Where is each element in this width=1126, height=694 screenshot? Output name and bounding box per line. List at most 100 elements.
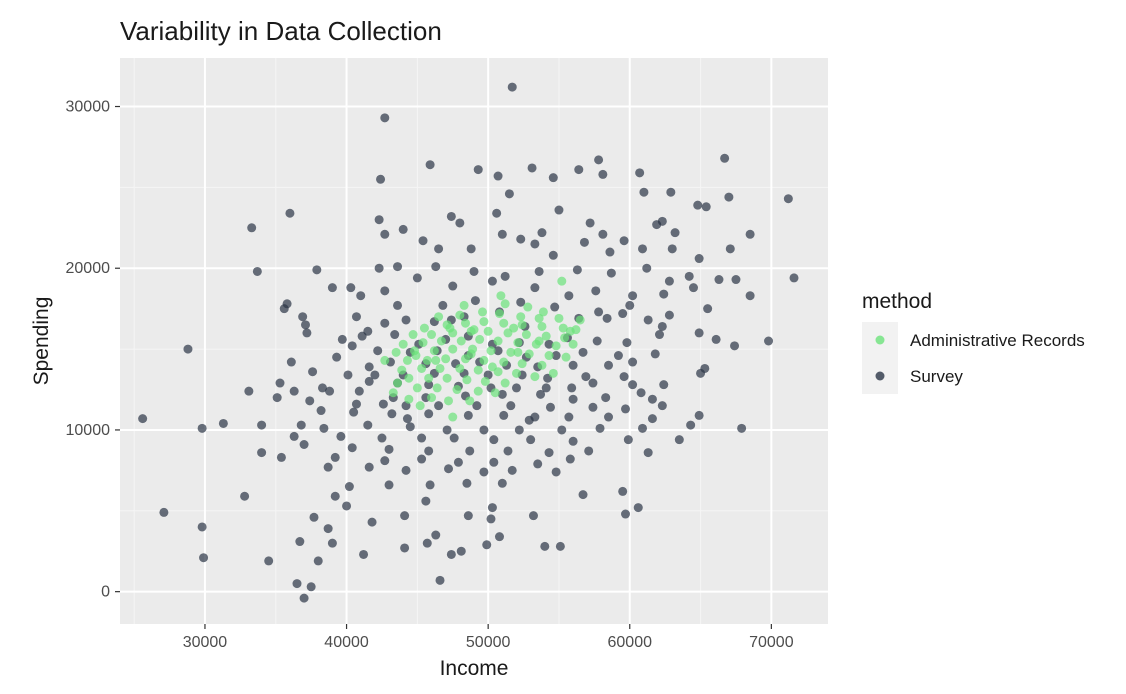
point-survey (295, 537, 305, 547)
point-survey (497, 389, 507, 399)
point-survey (285, 208, 295, 218)
point-survey (479, 467, 489, 477)
point-administrative-records (496, 291, 506, 301)
point-survey (605, 247, 615, 257)
point-survey (544, 339, 554, 349)
point-survey (347, 341, 357, 351)
legend-key-admin (875, 335, 885, 345)
point-survey (568, 394, 578, 404)
point-administrative-records (513, 338, 523, 348)
point-survey (479, 425, 489, 435)
point-survey (316, 406, 326, 416)
point-administrative-records (445, 323, 455, 333)
point-survey (533, 459, 543, 469)
point-survey (298, 312, 308, 322)
point-administrative-records (419, 323, 429, 333)
point-survey (694, 254, 704, 264)
point-administrative-records (434, 312, 444, 322)
point-survey (585, 218, 595, 228)
point-survey (493, 346, 503, 356)
point-survey (347, 443, 357, 453)
point-survey (393, 262, 403, 272)
point-survey (783, 194, 793, 204)
point-survey (312, 265, 322, 275)
point-survey (545, 402, 555, 412)
point-survey (650, 349, 660, 359)
point-survey (384, 444, 394, 454)
x-tick-label: 60000 (608, 634, 653, 651)
point-survey (507, 82, 517, 92)
point-survey (346, 283, 356, 293)
point-administrative-records (466, 349, 476, 359)
point-survey (497, 478, 507, 488)
point-administrative-records (465, 396, 475, 406)
point-survey (635, 168, 645, 178)
point-survey (183, 344, 193, 354)
point-survey (588, 378, 598, 388)
point-survey (579, 237, 589, 247)
point-administrative-records (544, 351, 554, 361)
point-survey (598, 229, 608, 239)
point-survey (343, 370, 353, 380)
point-administrative-records (557, 276, 567, 286)
point-survey (625, 300, 635, 310)
point-survey (621, 404, 631, 414)
point-survey (412, 273, 422, 283)
point-survey (628, 357, 638, 367)
point-survey (400, 543, 410, 553)
point-survey (240, 491, 250, 501)
legend-key-survey (875, 371, 885, 381)
point-survey (581, 372, 591, 382)
data-points (138, 82, 799, 603)
point-survey (424, 380, 434, 390)
point-survey (364, 362, 374, 372)
point-administrative-records (487, 362, 497, 372)
point-administrative-records (530, 372, 540, 382)
point-survey (465, 446, 475, 456)
point-survey (380, 318, 390, 328)
point-survey (487, 503, 497, 513)
point-survey (349, 407, 359, 417)
point-survey (694, 410, 704, 420)
point-administrative-records (499, 357, 509, 367)
point-survey (336, 431, 346, 441)
point-survey (398, 224, 408, 234)
point-survey (555, 541, 565, 551)
point-administrative-records (441, 354, 451, 364)
point-survey (138, 414, 148, 424)
point-survey (638, 423, 648, 433)
point-administrative-records (427, 393, 437, 403)
point-survey (598, 169, 608, 179)
point-survey (453, 457, 463, 467)
point-survey (487, 276, 497, 286)
point-administrative-records (479, 355, 489, 365)
point-survey (257, 448, 267, 458)
point-administrative-records (452, 385, 462, 395)
point-survey (642, 263, 652, 273)
point-survey (567, 383, 577, 393)
point-survey (618, 309, 628, 319)
point-administrative-records (448, 412, 458, 422)
point-survey (317, 383, 327, 393)
point-survey (564, 291, 574, 301)
point-survey (357, 331, 367, 341)
point-survey (486, 514, 496, 524)
legend: method Administrative Records Survey (862, 290, 1085, 394)
point-survey (643, 448, 653, 458)
point-survey (405, 422, 415, 432)
point-survey (628, 291, 638, 301)
point-survey (431, 530, 441, 540)
point-survey (499, 410, 509, 420)
point-administrative-records (418, 338, 428, 348)
point-survey (425, 480, 435, 490)
point-survey (489, 435, 499, 445)
point-survey (197, 522, 207, 532)
point-survey (500, 271, 510, 281)
point-survey (463, 410, 473, 420)
point-survey (528, 511, 538, 521)
point-survey (302, 328, 312, 338)
point-survey (711, 334, 721, 344)
point-administrative-records (424, 373, 434, 383)
point-survey (418, 236, 428, 246)
